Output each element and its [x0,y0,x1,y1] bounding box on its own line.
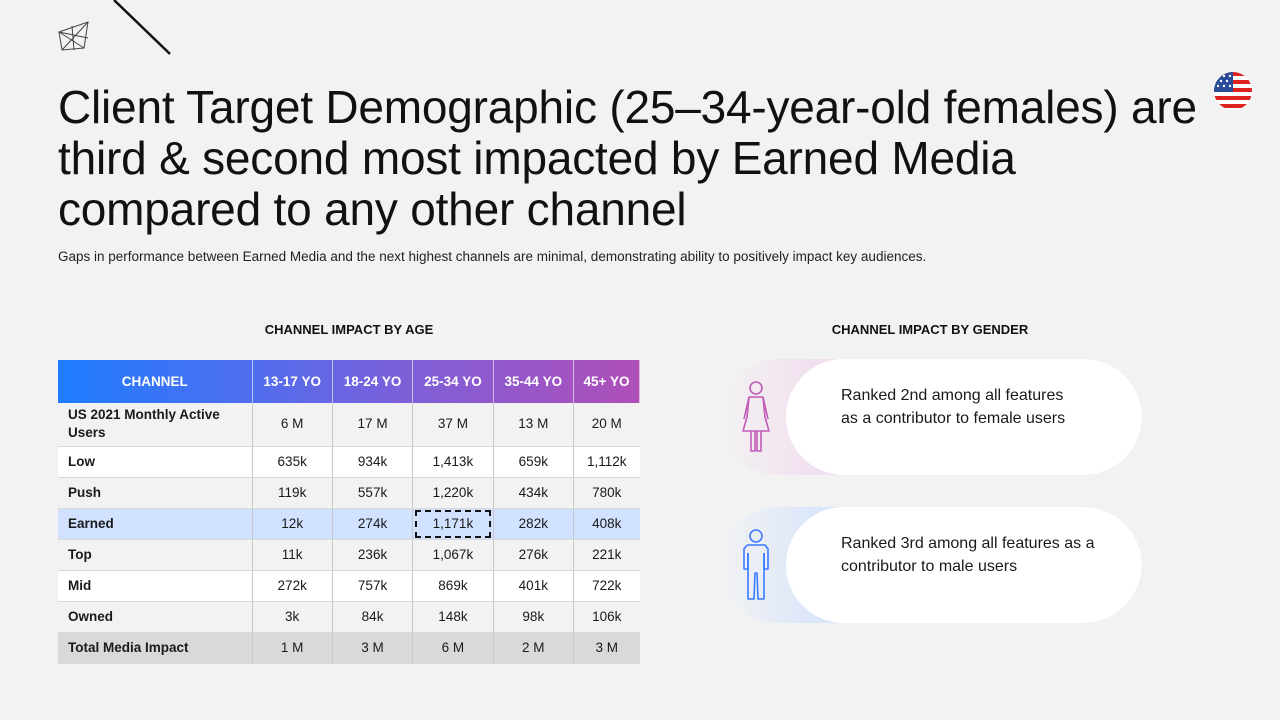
female-person-icon [742,381,770,452]
table-cell: 84k [332,601,414,633]
table-cell: 6 M [252,403,333,447]
table-row: Low 635k 934k 1,413k 659k 1,112k [58,446,640,478]
row-channel: Earned [58,508,253,540]
table-header-row: CHANNEL 13-17 YO 18-24 YO 25-34 YO 35-44… [58,360,640,403]
geometric-logo-icon [58,21,89,51]
us-flag-icon [1214,72,1252,110]
table-cell: 221k [573,539,640,571]
table-cell: 1 M [252,632,333,664]
table-cell: 12k [252,508,333,540]
table-cell: 6 M [412,632,494,664]
table-cell: 236k [332,539,414,571]
highlighted-cell: 1,171k [412,508,494,540]
row-channel: US 2021 Monthly Active Users [58,403,253,447]
table-cell: 272k [252,570,333,602]
row-channel: Push [58,477,253,509]
female-ranking-text: Ranked 2nd among all features as a contr… [841,387,1066,427]
table-cell: 434k [493,477,575,509]
row-channel: Owned [58,601,253,633]
table-cell: 13 M [493,403,575,447]
header-25-34: 25-34 YO [412,360,494,403]
table-cell: 1,413k [412,446,494,478]
channel-impact-by-age-table: CHANNEL 13-17 YO 18-24 YO 25-34 YO 35-44… [58,360,640,664]
table-cell: 557k [332,477,414,509]
header-45-plus: 45+ YO [573,360,640,403]
table-cell: 1,220k [412,477,494,509]
male-impact-card: Ranked 3rd among all features as a contr… [720,507,1142,623]
male-card-body: Ranked 3rd among all features as a contr… [786,507,1142,623]
table-row-total: Total Media Impact 1 M 3 M 6 M 2 M 3 M [58,632,640,664]
table-cell: 1,067k [412,539,494,571]
table-cell: 1,112k [573,446,640,478]
table-cell: 282k [493,508,575,540]
table-cell: 869k [412,570,494,602]
table-cell: 119k [252,477,333,509]
table-cell: 276k [493,539,575,571]
row-channel: Top [58,539,253,571]
table-cell: 98k [493,601,575,633]
female-card-body: Ranked 2nd among all features as a contr… [786,359,1142,475]
table-cell: 20 M [573,403,640,447]
gender-section-label: CHANNEL IMPACT BY GENDER [831,322,1029,337]
table-cell: 37 M [412,403,494,447]
female-impact-card: Ranked 2nd among all features as a contr… [720,359,1142,475]
table-cell: 274k [332,508,414,540]
table-cell: 757k [332,570,414,602]
header-35-44: 35-44 YO [493,360,575,403]
table-cell: 408k [573,508,640,540]
header-18-24: 18-24 YO [332,360,414,403]
table-cell: 17 M [332,403,414,447]
table-row-earned: Earned 12k 274k 1,171k 282k 408k [58,508,640,540]
age-section-label: CHANNEL IMPACT BY AGE [264,322,434,337]
table-cell: 722k [573,570,640,602]
table-cell: 780k [573,477,640,509]
table-cell: 3k [252,601,333,633]
page-title: Client Target Demographic (25–34-year-ol… [58,81,1197,235]
male-person-icon [743,529,769,600]
table-row: Top 11k 236k 1,067k 276k 221k [58,539,640,571]
row-channel: Mid [58,570,253,602]
table-cell: 659k [493,446,575,478]
table-cell: 635k [252,446,333,478]
page-subtitle: Gaps in performance between Earned Media… [58,249,927,264]
table-cell: 401k [493,570,575,602]
table-cell: 11k [252,539,333,571]
table-cell: 934k [332,446,414,478]
table-row: Owned 3k 84k 148k 98k 106k [58,601,640,633]
table-cell: 148k [412,601,494,633]
corner-decoration [113,0,171,55]
table-cell: 106k [573,601,640,633]
row-channel: Low [58,446,253,478]
table-cell: 2 M [493,632,575,664]
header-13-17: 13-17 YO [252,360,333,403]
header-channel: CHANNEL [58,360,253,403]
male-ranking-text: Ranked 3rd among all features as a contr… [841,535,1095,575]
table-row: US 2021 Monthly Active Users 6 M 17 M 37… [58,403,640,447]
table-cell: 3 M [573,632,640,664]
table-cell: 3 M [332,632,414,664]
row-channel: Total Media Impact [58,632,253,664]
table-row: Push 119k 557k 1,220k 434k 780k [58,477,640,509]
table-row: Mid 272k 757k 869k 401k 722k [58,570,640,602]
